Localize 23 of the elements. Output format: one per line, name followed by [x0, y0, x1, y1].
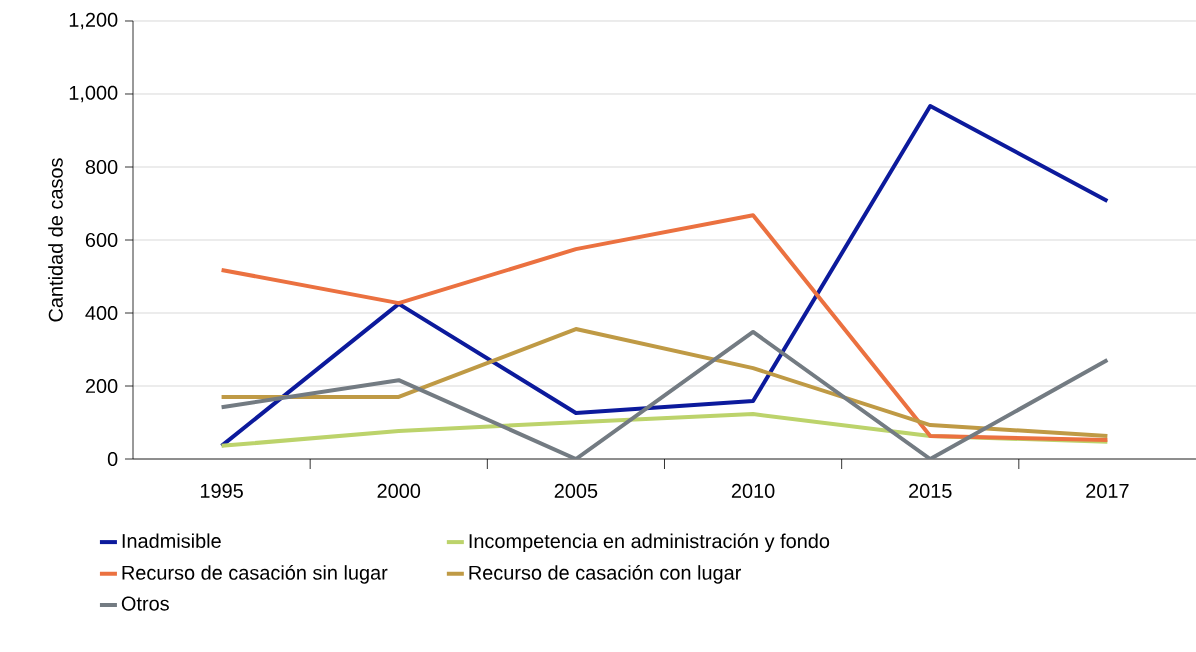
y-tick-label: 600 — [85, 232, 118, 248]
y-axis-title: Cantidad de casos — [48, 158, 63, 322]
x-tick-label: 2015 — [909, 483, 952, 498]
line-series — [219, 104, 1110, 448]
line-series — [219, 213, 1110, 443]
y-tick-label: 1,000 — [69, 85, 118, 103]
legend-label: Incompetencia en administración y fondo — [469, 533, 830, 553]
x-tick-label: 1995 — [200, 483, 243, 498]
line-series — [219, 327, 1110, 439]
x-tick-label: 2017 — [1086, 483, 1129, 498]
y-tick-label: 1,200 — [69, 12, 118, 30]
legend-label: Inadmisible — [122, 533, 221, 549]
legend-label: Recurso de casación con lugar — [469, 564, 742, 584]
y-tick-label: 400 — [85, 305, 118, 321]
y-tick-label: 800 — [85, 159, 118, 175]
x-tick-label: 2005 — [554, 483, 598, 498]
y-tick-label: 0 — [107, 451, 118, 467]
legend-label: Otros — [121, 596, 169, 611]
line-series — [219, 329, 1110, 459]
x-tick-label: 2000 — [377, 483, 421, 498]
legend-label: Recurso de casación sin lugar — [122, 564, 388, 584]
y-tick-label: 200 — [85, 378, 118, 394]
x-tick-label: 2010 — [731, 483, 775, 498]
